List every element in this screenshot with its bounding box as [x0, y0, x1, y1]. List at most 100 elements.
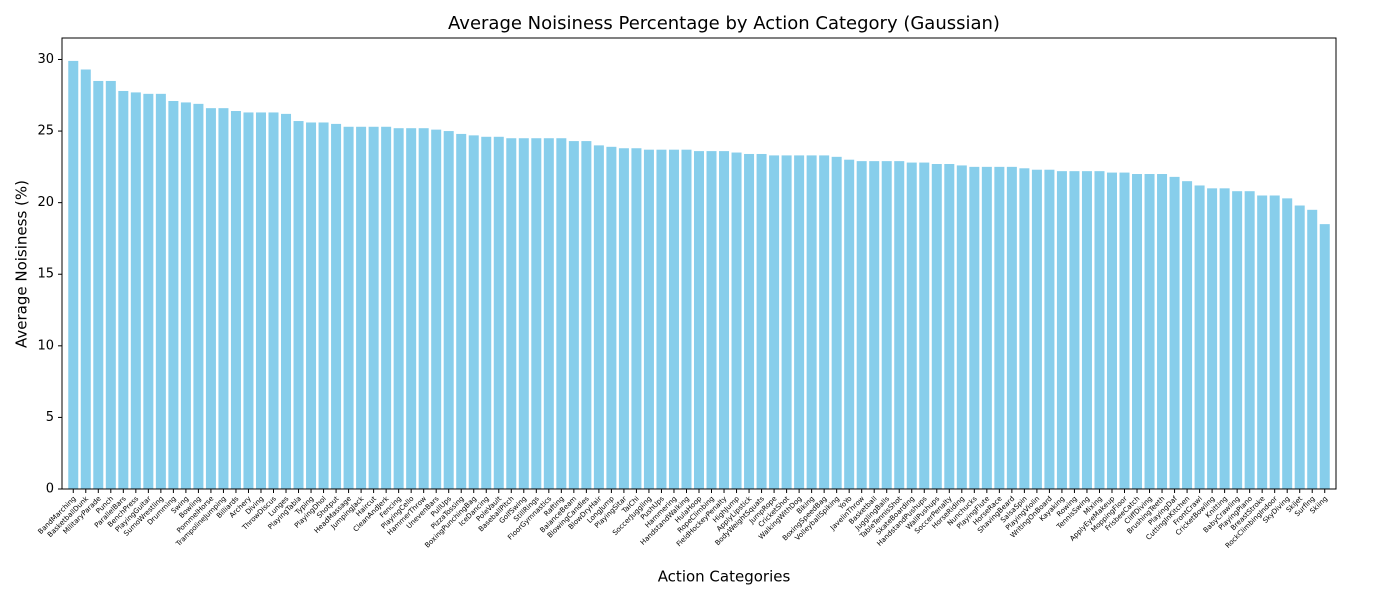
- bar: [1044, 169, 1055, 489]
- bar: [543, 138, 554, 489]
- bar: [1207, 188, 1218, 490]
- bar: [130, 92, 141, 490]
- bar: [631, 148, 642, 489]
- bar: [180, 102, 191, 489]
- bar: [931, 163, 942, 489]
- bar: [1031, 169, 1042, 489]
- bar: [531, 138, 542, 489]
- bar: [1119, 172, 1130, 490]
- y-tick-label: 5: [46, 410, 54, 425]
- bar: [906, 162, 917, 490]
- bar: [118, 90, 129, 489]
- bar: [168, 100, 179, 489]
- bar: [268, 112, 279, 489]
- bar: [706, 151, 717, 489]
- bar: [806, 155, 817, 489]
- y-tick-label: 10: [37, 338, 54, 353]
- bar: [1094, 171, 1105, 489]
- bar: [756, 153, 767, 489]
- bar: [781, 155, 792, 489]
- bar: [105, 80, 116, 489]
- bar: [193, 103, 204, 489]
- bar: [443, 131, 454, 490]
- y-tick-label: 25: [37, 124, 54, 139]
- bar: [581, 141, 592, 490]
- bar: [155, 93, 166, 489]
- bar: [643, 149, 654, 489]
- bar: [1244, 191, 1255, 489]
- bar: [406, 128, 417, 489]
- bar: [493, 136, 504, 490]
- bar: [1056, 171, 1067, 489]
- bar: [331, 123, 342, 490]
- y-tick-label: 30: [37, 52, 54, 67]
- bar: [556, 138, 567, 489]
- bar: [381, 126, 392, 490]
- bar: [769, 155, 780, 489]
- bar: [506, 138, 517, 489]
- bar: [1132, 174, 1143, 489]
- bar: [80, 69, 91, 489]
- bar: [255, 112, 266, 489]
- bar: [981, 166, 992, 489]
- bar: [681, 149, 692, 489]
- bar: [393, 128, 404, 489]
- bar: [1319, 224, 1330, 489]
- bar: [518, 138, 529, 489]
- bar: [693, 151, 705, 489]
- bar: [894, 161, 905, 489]
- plot-frame: [61, 37, 1337, 490]
- bar: [869, 161, 880, 489]
- bar: [1006, 166, 1017, 489]
- bar: [1294, 205, 1305, 489]
- bar: [68, 60, 79, 490]
- bar: [568, 141, 579, 490]
- bar: [944, 163, 955, 489]
- bar: [1081, 171, 1092, 489]
- y-tick-label: 0: [46, 482, 54, 497]
- bar: [356, 126, 367, 490]
- bar: [481, 136, 492, 490]
- bar: [844, 159, 855, 489]
- bar: [431, 129, 442, 489]
- bar: [856, 161, 867, 489]
- bar: [606, 146, 617, 490]
- bar: [618, 148, 629, 489]
- bar: [281, 113, 292, 489]
- bar: [668, 149, 679, 489]
- bar: [293, 121, 304, 490]
- bar: [205, 108, 216, 490]
- chart-title: Average Noisiness Percentage by Action C…: [448, 13, 1000, 34]
- bar: [994, 166, 1005, 489]
- bar: [1169, 176, 1180, 489]
- bar: [418, 128, 429, 489]
- bar: [93, 80, 104, 489]
- bar: [143, 93, 154, 489]
- bar: [456, 133, 467, 489]
- bar: [306, 122, 317, 489]
- y-tick-label: 15: [37, 267, 54, 282]
- bar: [1269, 195, 1280, 489]
- bar: [656, 149, 667, 489]
- bar: [794, 155, 805, 489]
- bar: [1019, 168, 1030, 490]
- bar: [1144, 174, 1155, 489]
- bar: [1257, 195, 1268, 489]
- bar: [468, 135, 479, 489]
- bar: [831, 156, 842, 490]
- bar: [218, 108, 229, 490]
- bar: [819, 155, 830, 489]
- bar: [881, 161, 892, 489]
- y-tick-label: 20: [37, 195, 54, 210]
- bar: [1219, 188, 1230, 490]
- bar: [1106, 172, 1117, 490]
- bar: [368, 126, 379, 490]
- bar: [1282, 198, 1293, 489]
- bar: [969, 166, 980, 489]
- bar: [1069, 171, 1080, 489]
- bar: [1194, 185, 1205, 489]
- bar: [593, 145, 604, 489]
- bar: [719, 151, 730, 489]
- bar: [343, 126, 354, 490]
